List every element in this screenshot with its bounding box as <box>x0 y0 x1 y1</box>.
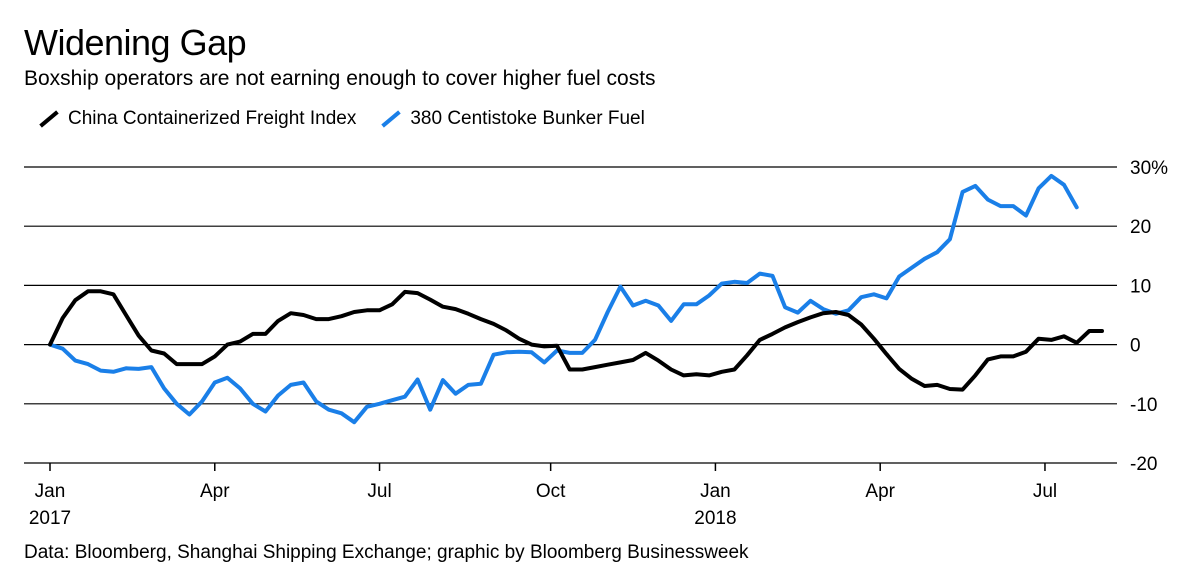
x-tick-label-5: Apr <box>865 481 895 502</box>
y-tick-label-4: -10 <box>1130 395 1157 416</box>
legend-label-freight-index: China Containerized Freight Index <box>68 108 357 129</box>
x-tick-label-6: Jul <box>1033 481 1057 502</box>
x-tick-label-4: Jan <box>700 481 731 502</box>
y-tick-label-1: 20 <box>1130 217 1151 238</box>
x-tick-label-0: Jan <box>35 481 66 502</box>
source-note: Data: Bloomberg, Shanghai Shipping Excha… <box>24 542 749 563</box>
series-line-freight-index <box>48 289 1104 392</box>
series-line-bunker-fuel <box>48 173 1079 425</box>
x-tick-year-4: 2018 <box>694 508 736 529</box>
chart-title: Widening Gap <box>24 22 247 63</box>
x-tick-label-3: Oct <box>536 481 566 502</box>
y-tick-label-3: 0 <box>1130 336 1141 357</box>
y-tick-label-2: 10 <box>1130 276 1151 297</box>
y-tick-label-0: 30% <box>1130 158 1168 179</box>
legend-label-bunker-fuel: 380 Centistoke Bunker Fuel <box>410 108 645 129</box>
chart-subtitle: Boxship operators are not earning enough… <box>24 67 656 90</box>
legend-item-bunker-fuel: 380 Centistoke Bunker Fuel <box>380 108 645 130</box>
y-tick-label-5: -20 <box>1130 454 1157 475</box>
legend-item-freight-index: China Containerized Freight Index <box>38 108 356 130</box>
legend: China Containerized Freight Index 380 Ce… <box>38 108 669 130</box>
x-tick-label-1: Apr <box>200 481 230 502</box>
x-tick-year-0: 2017 <box>29 508 71 529</box>
x-tick-label-2: Jul <box>367 481 391 502</box>
